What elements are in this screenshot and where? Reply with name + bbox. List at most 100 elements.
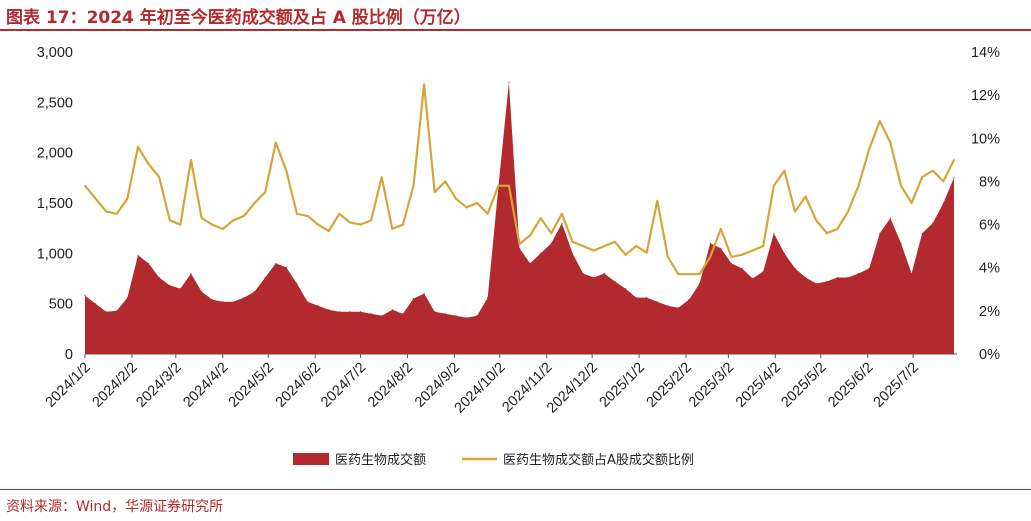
turnover-point	[518, 247, 521, 249]
ratio-point	[327, 230, 330, 232]
x-tick-label: 2024/4/2	[180, 360, 231, 411]
turnover-point	[381, 315, 383, 317]
ratio-point	[868, 148, 870, 150]
ratio-point	[338, 213, 341, 215]
turnover-point	[169, 284, 171, 287]
ratio-point	[815, 219, 817, 222]
ratio-point	[614, 241, 616, 243]
turnover-point	[805, 276, 807, 279]
y-left-tick-label: 2,500	[37, 95, 73, 111]
turnover-point	[635, 297, 637, 299]
ratio-point	[444, 180, 447, 183]
ratio-point	[349, 221, 351, 224]
turnover-point	[105, 311, 107, 313]
ratio-point	[359, 223, 362, 226]
y-right-tick-label: 6%	[979, 218, 1000, 234]
x-tick-label: 2025/5/2	[778, 360, 829, 411]
dual-axis-area-line-chart: 0 500 1,000 1,500 2,000 2,500 3,000 0% 2% 4% 6% 8% 1…	[37, 45, 1000, 468]
ratio-point	[94, 197, 97, 200]
ratio-point	[720, 228, 722, 230]
turnover-point	[741, 267, 743, 269]
turnover-point	[624, 288, 627, 290]
ratio-point	[169, 219, 171, 222]
y-right-tick-label: 8%	[979, 174, 1000, 190]
legend-label-ratio: 医药生物成交额占A股成交额比例	[503, 452, 694, 468]
ratio-point	[582, 245, 584, 247]
x-tick-label: 2024/7/2	[318, 360, 369, 411]
ratio-point	[688, 273, 690, 275]
turnover-point	[646, 297, 648, 299]
turnover-point	[953, 177, 955, 179]
legend-swatch-turnover	[293, 453, 329, 465]
ratio-point	[762, 245, 764, 247]
turnover-point	[338, 311, 340, 313]
turnover-point	[847, 276, 849, 279]
turnover-point	[264, 276, 266, 279]
ratio-point	[476, 202, 478, 204]
ratio-point	[751, 249, 754, 252]
turnover-point	[254, 291, 256, 293]
turnover-point	[614, 280, 616, 283]
x-tick-label: 2025/7/2	[871, 360, 922, 411]
turnover-point	[126, 297, 128, 299]
y-left-tick-label: 2,000	[37, 146, 73, 162]
source-rule	[0, 489, 1031, 490]
ratio-point	[423, 83, 425, 86]
turnover-point	[879, 232, 881, 234]
ratio-point	[857, 184, 860, 187]
ratio-point	[518, 243, 521, 245]
turnover-point	[582, 272, 584, 275]
ratio-point	[105, 210, 107, 213]
turnover-point	[858, 272, 860, 275]
turnover-point	[709, 242, 711, 244]
turnover-point	[762, 270, 764, 273]
ratio-point	[677, 273, 680, 275]
turnover-point	[677, 307, 680, 309]
ratio-point	[592, 249, 595, 252]
ratio-point	[709, 256, 711, 258]
x-tick-label: 2024/8/2	[365, 360, 416, 411]
ratio-point	[794, 210, 796, 213]
ratio-point	[84, 184, 86, 187]
turnover-point	[232, 301, 234, 303]
ratio-point	[910, 202, 913, 204]
ratio-point	[179, 223, 182, 226]
ratio-point	[603, 245, 606, 247]
ratio-point	[571, 241, 574, 243]
ratio-point	[465, 206, 468, 209]
turnover-point	[561, 222, 563, 224]
turnover-point	[603, 272, 605, 275]
ratio-point	[550, 232, 553, 234]
turnover-point	[529, 262, 531, 264]
ratio-point	[773, 184, 775, 187]
ratio-point	[497, 184, 500, 187]
ratio-point	[126, 197, 129, 200]
ratio-point	[243, 215, 245, 217]
turnover-point	[455, 315, 457, 317]
turnover-point	[921, 232, 923, 234]
ratio-point	[953, 159, 955, 161]
ratio-point	[783, 169, 786, 172]
ratio-point	[317, 223, 319, 226]
y-left-tick-label: 0	[65, 347, 73, 363]
y-right-tick-label: 0%	[979, 347, 1000, 363]
x-tick-label: 2024/1/2	[43, 360, 94, 411]
y-left-tick-label: 1,000	[37, 246, 73, 262]
ratio-point	[741, 254, 743, 256]
ratio-point	[200, 217, 203, 219]
y-right-tick-label: 14%	[971, 45, 1000, 61]
turnover-point	[476, 315, 478, 317]
turnover-point	[148, 262, 150, 264]
turnover-point	[359, 311, 362, 313]
turnover-point	[773, 232, 775, 234]
ratio-point	[826, 232, 828, 234]
x-tick-label: 2024/6/2	[273, 360, 324, 411]
x-tick-label: 2025/3/2	[686, 360, 737, 411]
turnover-point	[730, 262, 733, 264]
tick-labels: 0 500 1,000 1,500 2,000 2,500 3,000 0% 2% 4% 6% 8% 1…	[37, 45, 1000, 416]
turnover-point	[826, 280, 828, 283]
ratio-point	[529, 234, 531, 237]
ratio-point	[656, 200, 659, 202]
ratio-point	[730, 256, 733, 258]
turnover-point	[900, 242, 902, 244]
